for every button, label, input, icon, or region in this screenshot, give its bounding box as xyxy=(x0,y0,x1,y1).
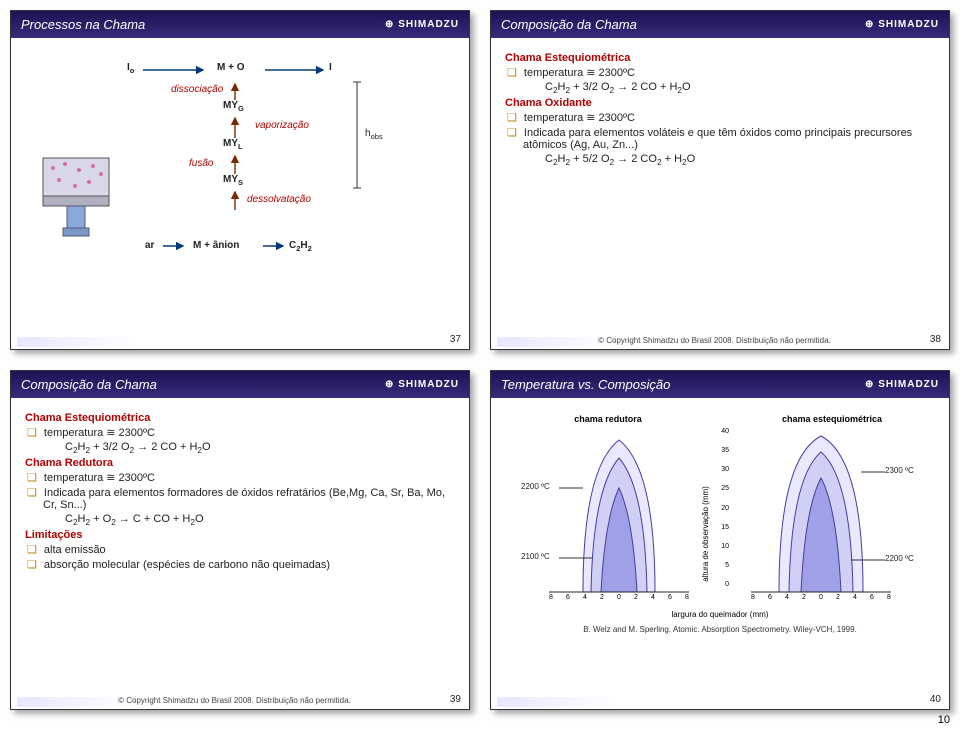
label-MO: M + O xyxy=(217,62,245,73)
slide-header: Composição da Chama SHIMADZU xyxy=(11,371,469,398)
label-dessolv: dessolvatação xyxy=(247,194,311,205)
slide-37: Processos na Chama SHIMADZU xyxy=(10,10,470,350)
label-hobs: hobs xyxy=(365,128,383,139)
bullet-indic: Indicada para elementos voláteis e que t… xyxy=(505,126,935,151)
heading-chama-red: Chama Redutora xyxy=(25,457,455,469)
heading-limit: Limitações xyxy=(25,529,455,541)
slide-title: Composição da Chama xyxy=(21,377,157,392)
label-vapor: vaporização xyxy=(255,120,309,131)
slide-body: Chama Estequiométrica temperatura ≅ 2300… xyxy=(11,398,469,706)
label-MYG: MYG xyxy=(223,100,244,111)
page-num: 37 xyxy=(450,334,461,345)
shimadzu-logo: SHIMADZU xyxy=(385,379,459,390)
label-MYS: MYS xyxy=(223,174,243,185)
xtick-row-1: 864202468 xyxy=(549,594,689,601)
slide-title: Composição da Chama xyxy=(501,17,637,32)
label-MYL: MYL xyxy=(223,138,243,149)
bullet-indic: Indicada para elementos formadores de óx… xyxy=(25,486,455,511)
slide-body: Chama Estequiométrica temperatura ≅ 2300… xyxy=(491,38,949,346)
yaxis-ticks: 0510152025303540 xyxy=(711,414,729,608)
bullet-emiss: alta emissão xyxy=(25,543,455,556)
ylabel: altura de observação (mm) xyxy=(701,474,710,594)
slide-title: Temperatura vs. Composição xyxy=(501,377,670,392)
heading-chama-oxid: Chama Oxidante xyxy=(505,97,935,109)
xtick-row-2: 864202468 xyxy=(751,594,891,601)
chart-svg-2 xyxy=(747,428,917,608)
label-dissoc: dissociação xyxy=(171,84,223,95)
page-num: 38 xyxy=(930,334,941,345)
xlabel: largura do queimador (mm) xyxy=(505,610,935,619)
label-C2H2: C2H2 xyxy=(289,240,312,251)
temp-2200b: 2200 ºC xyxy=(885,554,914,563)
chart-svg-1 xyxy=(523,428,693,608)
shimadzu-logo: SHIMADZU xyxy=(385,19,459,30)
bullet-temp2: temperatura ≅ 2300ºC xyxy=(505,111,935,124)
chart-esteq: chama estequiométrica 2300 ºC 2200 xyxy=(747,414,917,608)
slide-footer: © Copyright Shimadzu do Brasil 2008. Dis… xyxy=(491,334,949,345)
temp-2200: 2200 ºC xyxy=(521,482,550,491)
chart-redutora: chama redutora xyxy=(523,414,693,608)
bullet-temp2: temperatura ≅ 2300ºC xyxy=(25,471,455,484)
slide-title: Processos na Chama xyxy=(21,17,145,32)
charts-row: chama redutora xyxy=(505,414,935,608)
slide-header: Composição da Chama SHIMADZU xyxy=(491,11,949,38)
chart-title-2: chama estequiométrica xyxy=(747,414,917,424)
bullet-temp1: temperatura ≅ 2300ºC xyxy=(25,426,455,439)
heading-chama-esteq: Chama Estequiométrica xyxy=(505,52,935,64)
equation-2: C2H2 + 5/2 O2 → 2 CO2 + H2O xyxy=(505,153,935,165)
shimadzu-logo: SHIMADZU xyxy=(865,379,939,390)
slide-footer: © Copyright Shimadzu do Brasil 2008. Dis… xyxy=(11,694,469,705)
slide-38: Composição da Chama SHIMADZU Chama Esteq… xyxy=(490,10,950,350)
process-diagram: Io M + O I dissociação MYG vaporização M… xyxy=(25,48,455,336)
label-ar: ar xyxy=(145,240,154,251)
sheet-page-num: 10 xyxy=(10,714,950,726)
slide-footer: 40 xyxy=(491,694,949,705)
slide-footer: 37 xyxy=(11,334,469,345)
page-num: 40 xyxy=(930,694,941,705)
slide-header: Temperatura vs. Composição SHIMADZU xyxy=(491,371,949,398)
label-fusao: fusão xyxy=(189,158,213,169)
slide-body: chama redutora xyxy=(491,398,949,706)
chart-title-1: chama redutora xyxy=(523,414,693,424)
diagram-svg xyxy=(25,48,455,328)
slide-40: Temperatura vs. Composição SHIMADZU cham… xyxy=(490,370,950,710)
citation: B. Welz and M. Sperling. Atomic. Absorpt… xyxy=(505,625,935,634)
page-num: 39 xyxy=(450,694,461,705)
temp-2100: 2100 ºC xyxy=(521,552,550,561)
shimadzu-logo: SHIMADZU xyxy=(865,19,939,30)
copyright: © Copyright Shimadzu do Brasil 2008. Dis… xyxy=(19,696,450,705)
equation-1: C2H2 + 3/2 O2 → 2 CO + H2O xyxy=(25,441,455,453)
label-Manion: M + ânion xyxy=(193,240,239,251)
label-Io: Io xyxy=(127,62,134,73)
label-I: I xyxy=(329,62,332,73)
slide-39: Composição da Chama SHIMADZU Chama Esteq… xyxy=(10,370,470,710)
bullet-absorb: absorção molecular (espécies de carbono … xyxy=(25,558,455,571)
bullet-temp1: temperatura ≅ 2300ºC xyxy=(505,66,935,79)
heading-chama-esteq: Chama Estequiométrica xyxy=(25,412,455,424)
slide-header: Processos na Chama SHIMADZU xyxy=(11,11,469,38)
equation-2: C2H2 + O2 → C + CO + H2O xyxy=(25,513,455,525)
temp-2300: 2300 ºC xyxy=(885,466,914,475)
copyright: © Copyright Shimadzu do Brasil 2008. Dis… xyxy=(499,336,930,345)
equation-1: C2H2 + 3/2 O2 → 2 CO + H2O xyxy=(505,81,935,93)
